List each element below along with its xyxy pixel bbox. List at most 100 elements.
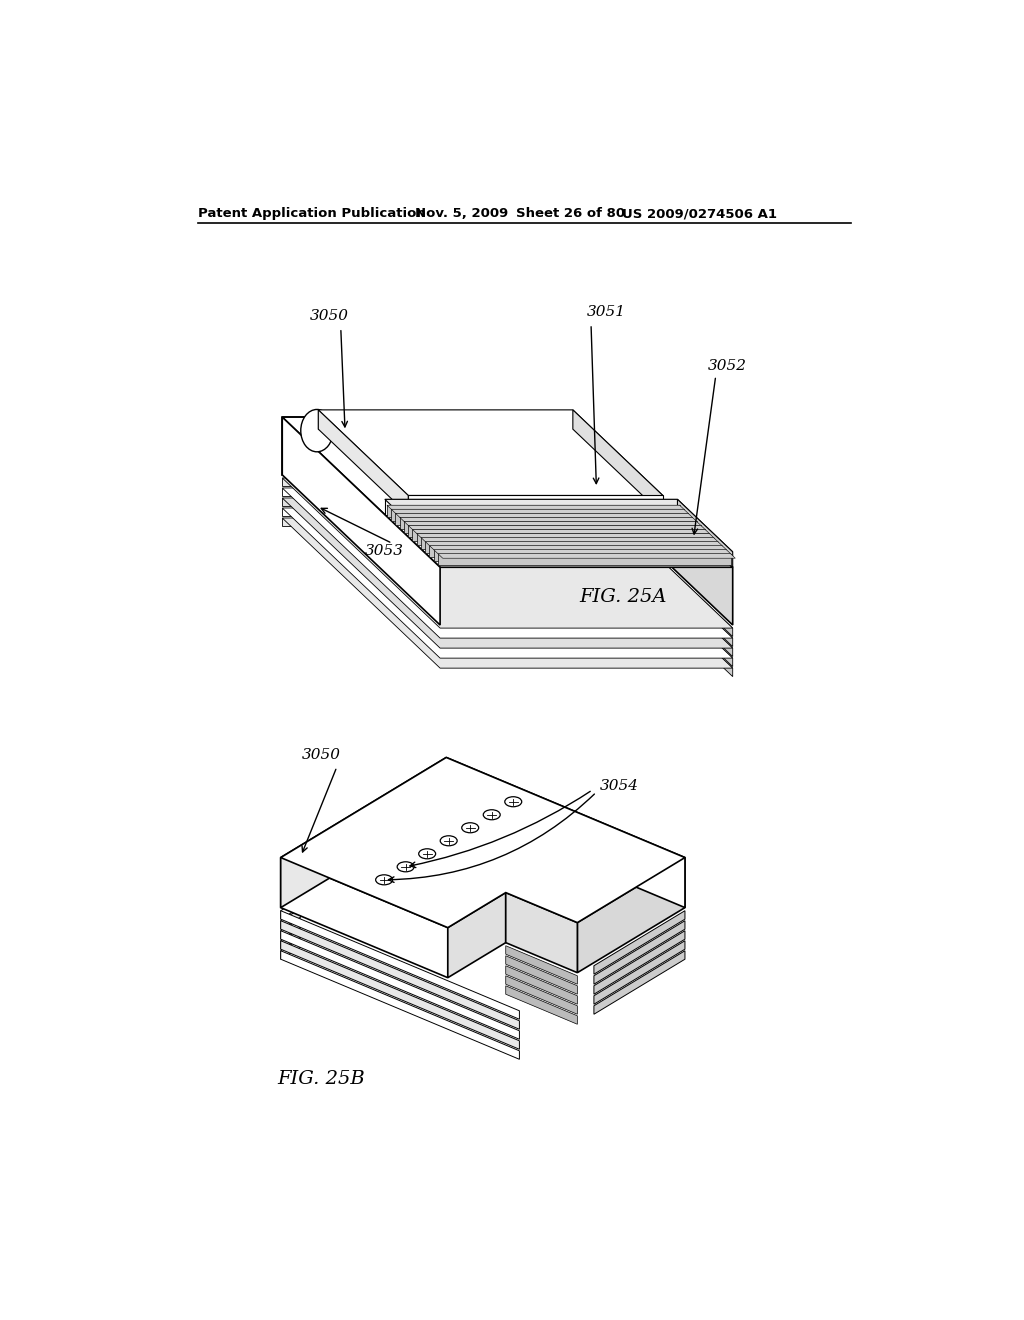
Text: 3051: 3051 (587, 305, 626, 319)
Polygon shape (506, 986, 578, 1024)
Polygon shape (281, 858, 447, 978)
Polygon shape (281, 921, 519, 1030)
Polygon shape (387, 506, 680, 516)
Polygon shape (318, 411, 663, 495)
Polygon shape (413, 529, 706, 541)
Polygon shape (281, 899, 301, 919)
Text: Sheet 26 of 80: Sheet 26 of 80 (515, 207, 625, 220)
Polygon shape (399, 517, 692, 529)
Polygon shape (281, 919, 301, 940)
Polygon shape (594, 941, 685, 1005)
Polygon shape (283, 508, 733, 659)
Polygon shape (438, 553, 730, 565)
Polygon shape (283, 517, 733, 668)
Polygon shape (429, 545, 727, 550)
Polygon shape (385, 499, 733, 552)
Ellipse shape (440, 836, 457, 846)
Text: Nov. 5, 2009: Nov. 5, 2009 (416, 207, 509, 220)
Polygon shape (281, 758, 685, 928)
Polygon shape (281, 950, 519, 1059)
Polygon shape (574, 417, 733, 626)
Polygon shape (395, 513, 688, 525)
Polygon shape (413, 529, 710, 535)
Polygon shape (283, 498, 733, 648)
Polygon shape (574, 488, 733, 647)
Polygon shape (283, 488, 733, 638)
Text: FIG. 25A: FIG. 25A (580, 589, 667, 606)
Polygon shape (283, 508, 574, 516)
Polygon shape (283, 417, 440, 626)
Polygon shape (506, 956, 578, 994)
Text: US 2009/0274506 A1: US 2009/0274506 A1 (622, 207, 777, 220)
Polygon shape (574, 498, 733, 656)
Polygon shape (281, 758, 446, 908)
Polygon shape (578, 858, 685, 973)
Polygon shape (283, 488, 574, 496)
Polygon shape (434, 549, 726, 561)
Polygon shape (434, 549, 731, 554)
Polygon shape (438, 553, 735, 558)
Ellipse shape (662, 540, 683, 552)
Polygon shape (399, 517, 697, 521)
Text: 3050: 3050 (309, 309, 349, 323)
Polygon shape (283, 498, 574, 507)
Polygon shape (574, 508, 733, 667)
Polygon shape (446, 758, 685, 908)
Polygon shape (391, 510, 684, 521)
Polygon shape (281, 939, 301, 960)
Text: 3052: 3052 (708, 359, 746, 374)
Polygon shape (409, 525, 700, 537)
Ellipse shape (419, 849, 435, 859)
Text: 3053: 3053 (366, 544, 404, 558)
Polygon shape (395, 513, 693, 517)
Polygon shape (594, 931, 685, 994)
Polygon shape (281, 931, 519, 1039)
Polygon shape (283, 417, 574, 475)
Ellipse shape (505, 797, 521, 807)
Polygon shape (409, 495, 663, 515)
Polygon shape (385, 499, 678, 515)
Polygon shape (572, 411, 663, 515)
Polygon shape (506, 966, 578, 1005)
Polygon shape (506, 892, 578, 973)
Polygon shape (409, 525, 706, 529)
Polygon shape (281, 908, 301, 929)
Ellipse shape (301, 409, 333, 451)
Ellipse shape (376, 875, 392, 884)
Polygon shape (425, 541, 718, 553)
Polygon shape (421, 537, 714, 549)
Polygon shape (594, 950, 685, 1014)
Polygon shape (387, 506, 684, 510)
Polygon shape (318, 411, 572, 429)
Polygon shape (429, 545, 722, 557)
Polygon shape (283, 478, 733, 628)
Polygon shape (404, 521, 701, 525)
Polygon shape (506, 975, 578, 1014)
Polygon shape (594, 911, 685, 974)
Polygon shape (391, 510, 688, 513)
Text: 3050: 3050 (302, 748, 341, 762)
Polygon shape (678, 499, 733, 568)
Polygon shape (506, 945, 578, 985)
Polygon shape (318, 411, 409, 515)
Polygon shape (447, 892, 506, 978)
Polygon shape (421, 537, 718, 543)
Ellipse shape (397, 862, 414, 871)
Polygon shape (404, 521, 696, 533)
Text: Patent Application Publication: Patent Application Publication (199, 207, 426, 220)
Polygon shape (574, 517, 733, 677)
Text: FIG. 25B: FIG. 25B (278, 1069, 366, 1088)
Polygon shape (425, 541, 723, 546)
Polygon shape (283, 478, 574, 487)
Polygon shape (281, 941, 519, 1049)
Text: 3054: 3054 (600, 779, 639, 793)
Polygon shape (594, 921, 685, 985)
Polygon shape (283, 517, 574, 527)
Polygon shape (281, 929, 301, 949)
Ellipse shape (483, 809, 500, 820)
Polygon shape (281, 911, 519, 1019)
Polygon shape (417, 533, 710, 545)
Polygon shape (417, 533, 714, 539)
Polygon shape (283, 417, 733, 568)
Polygon shape (574, 478, 733, 636)
